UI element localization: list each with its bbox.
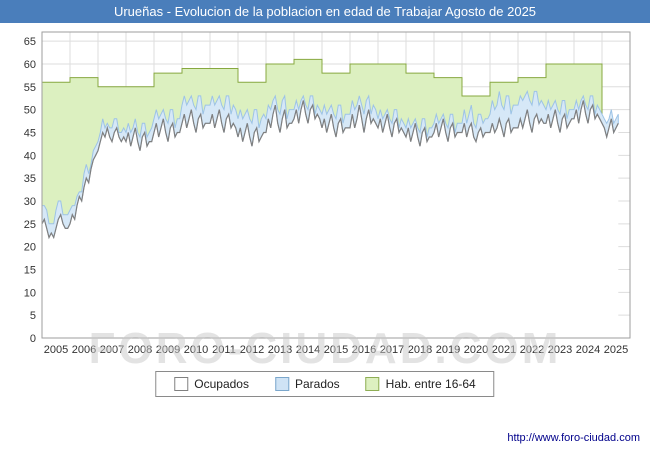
svg-text:2007: 2007 xyxy=(100,344,124,356)
svg-text:40: 40 xyxy=(24,150,36,162)
svg-text:10: 10 xyxy=(24,287,36,299)
legend-label-parados: Parados xyxy=(294,377,340,391)
svg-text:30: 30 xyxy=(24,196,36,208)
svg-text:60: 60 xyxy=(24,59,36,71)
x-axis-labels: 2005 2006 2007 2008 2009 2010 2011 2012 2013 2014… xyxy=(44,344,628,356)
svg-text:2021: 2021 xyxy=(492,344,516,356)
svg-text:2011: 2011 xyxy=(212,344,236,356)
footer-url-link[interactable]: http://www.foro-ciudad.com xyxy=(507,432,640,444)
legend: Ocupados Parados Hab. entre 16-64 xyxy=(155,371,495,397)
svg-text:2019: 2019 xyxy=(436,344,460,356)
svg-text:50: 50 xyxy=(24,105,36,117)
svg-text:2020: 2020 xyxy=(464,344,488,356)
svg-text:2018: 2018 xyxy=(408,344,432,356)
svg-text:2006: 2006 xyxy=(72,344,96,356)
svg-text:15: 15 xyxy=(24,264,36,276)
y-axis-labels: 0 5 10 15 20 25 30 35 40 45 50 55 60 65 xyxy=(24,36,36,345)
svg-text:45: 45 xyxy=(24,127,36,139)
svg-text:2025: 2025 xyxy=(604,344,628,356)
svg-text:0: 0 xyxy=(30,333,36,345)
legend-item-hab-16-64: Hab. entre 16-64 xyxy=(365,377,476,391)
hab-16-64-swatch-icon xyxy=(365,377,380,391)
legend-label-hab-16-64: Hab. entre 16-64 xyxy=(385,377,476,391)
svg-text:25: 25 xyxy=(24,219,36,231)
svg-text:2014: 2014 xyxy=(296,344,320,356)
ocupados-swatch-icon xyxy=(174,377,189,391)
series-ocupados-line xyxy=(41,100,619,240)
parados-swatch-icon xyxy=(274,377,289,391)
svg-text:2008: 2008 xyxy=(128,344,152,356)
svg-text:5: 5 xyxy=(30,310,36,322)
legend-item-parados: Parados xyxy=(274,377,340,391)
svg-text:2017: 2017 xyxy=(380,344,404,356)
svg-text:2013: 2013 xyxy=(268,344,292,356)
legend-item-ocupados: Ocupados xyxy=(174,377,249,391)
svg-text:2022: 2022 xyxy=(520,344,544,356)
chart-title-bar: Urueñas - Evolucion de la poblacion en e… xyxy=(0,0,650,23)
svg-text:55: 55 xyxy=(24,82,36,94)
svg-text:2023: 2023 xyxy=(548,344,572,356)
svg-text:35: 35 xyxy=(24,173,36,185)
chart-title: Urueñas - Evolucion de la poblacion en e… xyxy=(113,4,537,19)
svg-text:2015: 2015 xyxy=(324,344,348,356)
svg-text:65: 65 xyxy=(24,36,36,48)
svg-text:2012: 2012 xyxy=(240,344,264,356)
series-ocupados-area xyxy=(42,100,619,338)
svg-text:2024: 2024 xyxy=(576,344,600,356)
legend-label-ocupados: Ocupados xyxy=(194,377,249,391)
svg-text:2010: 2010 xyxy=(184,344,208,356)
svg-text:2009: 2009 xyxy=(156,344,180,356)
plot-border xyxy=(41,31,631,339)
svg-text:2005: 2005 xyxy=(44,344,68,356)
svg-text:20: 20 xyxy=(24,242,36,254)
svg-text:2016: 2016 xyxy=(352,344,376,356)
